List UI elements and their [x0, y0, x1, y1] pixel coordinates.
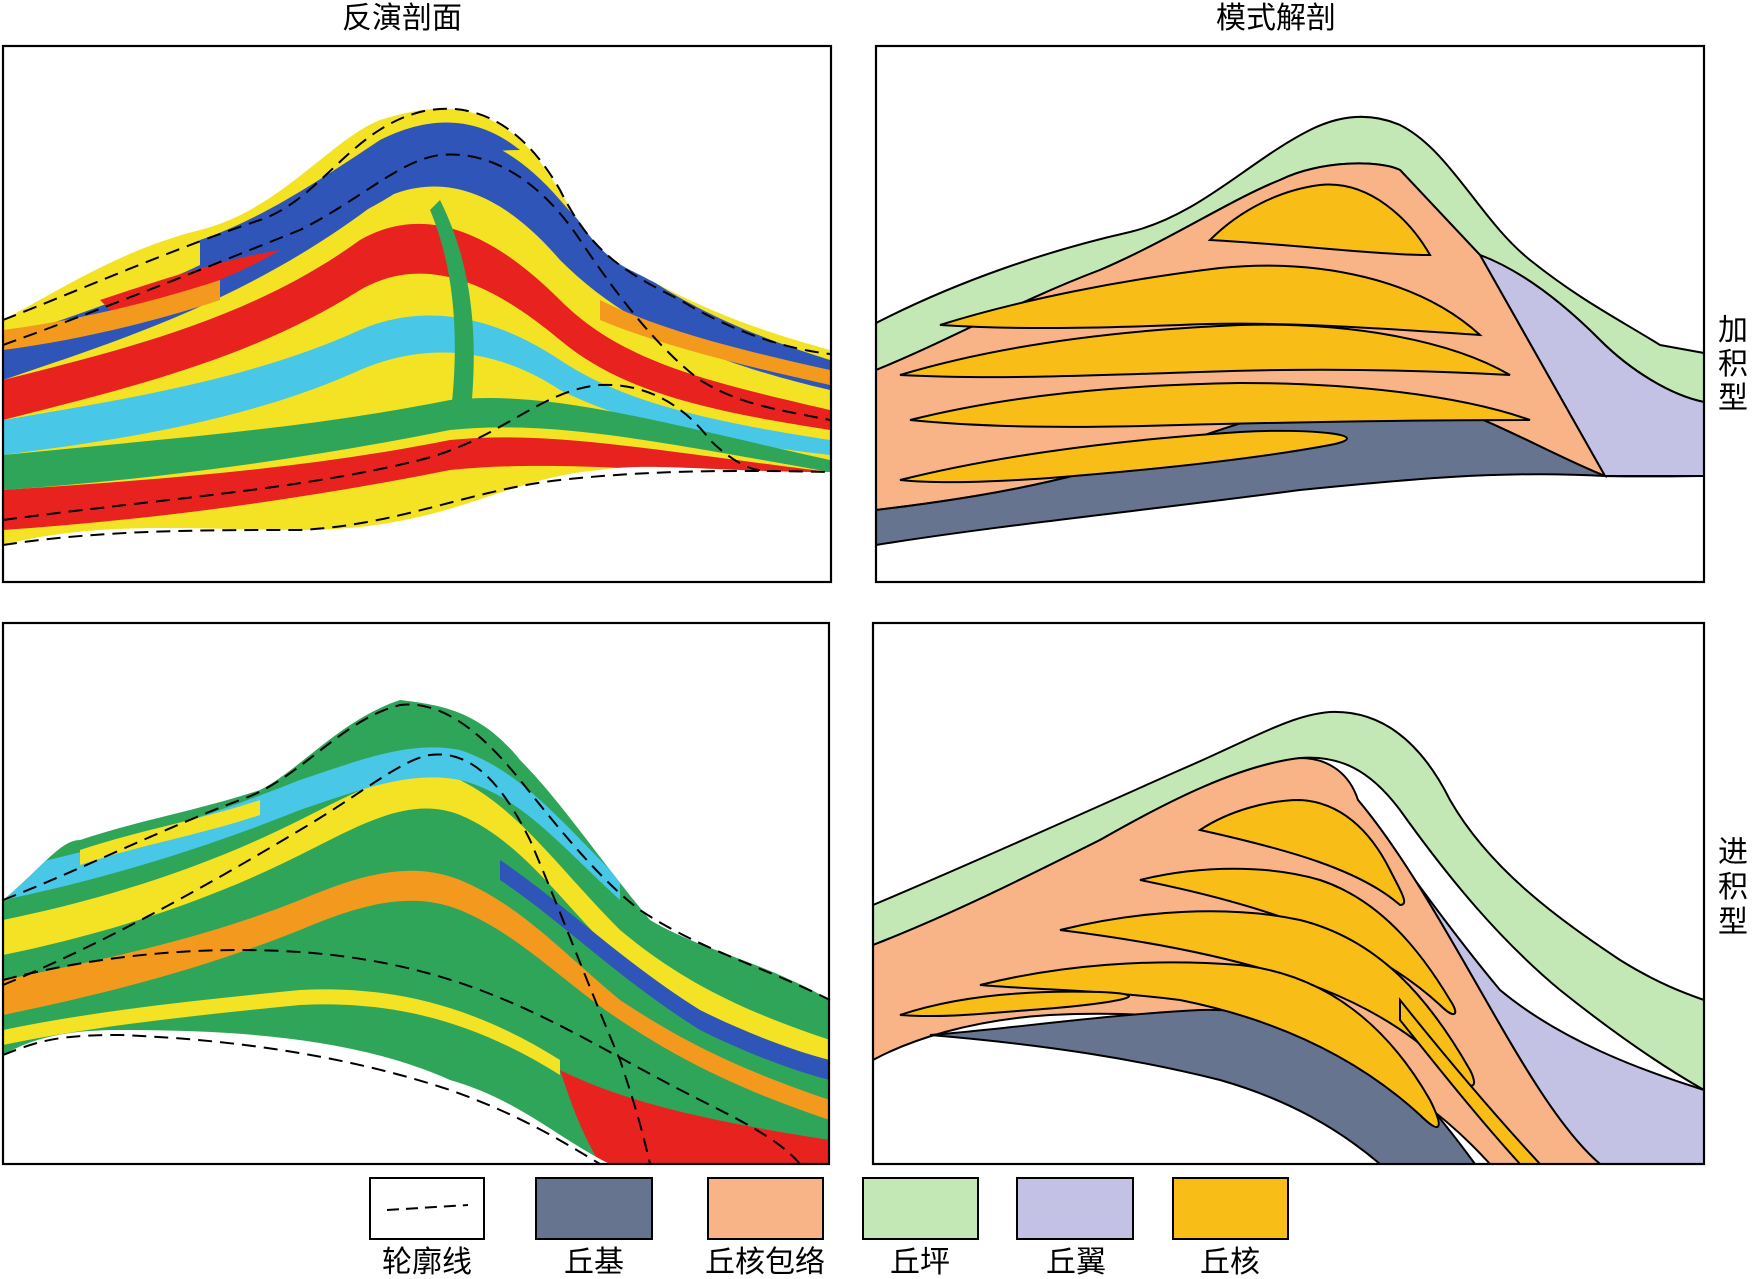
- legend-item-mound-base: 丘基: [535, 1177, 653, 1279]
- model-panel-progradational: [871, 621, 1706, 1166]
- panel-frame: [874, 44, 1706, 584]
- panel-frame: [871, 621, 1706, 1166]
- legend-item-mound-core: 丘核: [1172, 1177, 1289, 1279]
- svg-text:加: 加: [1718, 313, 1748, 348]
- core-lens: [899, 429, 1348, 484]
- core-lens: [979, 961, 1440, 1128]
- seismic-panel-aggradational: [1, 44, 833, 584]
- svg-text:轮廓线: 轮廓线: [382, 1245, 472, 1279]
- right-column-title: 模式解剖: [1216, 1, 1336, 36]
- left-column-title: 反演剖面: [342, 1, 462, 36]
- core-lens: [939, 264, 1483, 337]
- model-panel-aggradational: [874, 44, 1706, 584]
- core-lens: [909, 381, 1531, 428]
- svg-text:型: 型: [1718, 905, 1748, 940]
- legend-item-mound-platform: 丘坪: [862, 1177, 979, 1279]
- legend-item-outline: 轮廓线: [369, 1177, 485, 1279]
- core-lens: [1207, 183, 1432, 257]
- core-lens: [1197, 798, 1406, 907]
- svg-text:丘翼: 丘翼: [1046, 1245, 1106, 1279]
- svg-text:型: 型: [1718, 381, 1748, 416]
- panel-frame: [1, 44, 833, 584]
- svg-text:丘核: 丘核: [1200, 1245, 1260, 1279]
- svg-text:积: 积: [1718, 870, 1748, 905]
- seismic-panel-progradational: [1, 621, 831, 1166]
- row-label-progradational: 进 积 型: [1718, 835, 1748, 940]
- svg-text:丘坪: 丘坪: [890, 1245, 950, 1279]
- legend-item-mound-flank: 丘翼: [1016, 1177, 1134, 1279]
- mound-flank-region: [1477, 253, 1705, 477]
- core-lens: [899, 990, 1130, 1018]
- row-label-aggradational: 加 积 型: [1718, 313, 1748, 416]
- panel-frame: [1, 621, 831, 1166]
- svg-text:积: 积: [1718, 347, 1748, 382]
- core-lens: [899, 323, 1511, 379]
- svg-text:丘核包络: 丘核包络: [705, 1245, 825, 1279]
- legend: 轮廓线 丘基 丘核包络 丘坪 丘翼 丘核: [369, 1177, 1289, 1279]
- svg-text:丘基: 丘基: [564, 1245, 624, 1279]
- svg-text:进: 进: [1718, 835, 1748, 870]
- legend-item-core-envelope: 丘核包络: [705, 1177, 825, 1279]
